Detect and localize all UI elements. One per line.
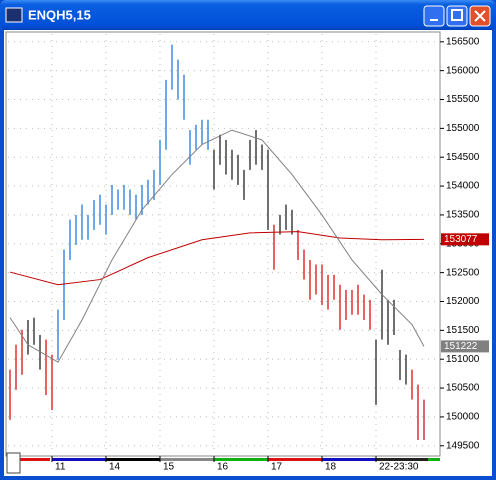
session-segment: [268, 458, 322, 461]
session-segment: [214, 458, 268, 461]
title-bar: [0, 0, 496, 30]
close-glyph: [474, 10, 486, 22]
maximize-glyph: [451, 9, 463, 21]
session-segment: [52, 458, 106, 461]
scroll-box[interactable]: [6, 452, 21, 474]
window-title: ENQH5,15: [28, 7, 91, 22]
price-tag: [441, 233, 489, 246]
session-segment: [20, 458, 50, 461]
session-segment: [106, 458, 160, 461]
window-buttons[interactable]: [423, 5, 491, 27]
x-tick-label: 11: [55, 462, 66, 473]
y-tick-label: 150000: [446, 412, 480, 423]
session-segment: [322, 458, 376, 461]
price-tag: [441, 340, 489, 353]
app-icon: [5, 7, 23, 23]
session-segment: [376, 458, 428, 461]
y-tick-label: 150500: [446, 383, 480, 394]
moving-average: [9, 129, 425, 363]
y-tick-label: 156000: [446, 65, 480, 76]
y-tick-label: 154000: [446, 181, 480, 192]
session-strip: [20, 458, 440, 461]
y-tick-label: 156500: [446, 36, 480, 47]
session-segment: [160, 458, 214, 461]
x-tick-label: 14: [109, 462, 121, 473]
price-tag-label: 153077: [444, 234, 478, 245]
x-tick-label: 17: [271, 462, 283, 473]
minimize-glyph: [430, 19, 438, 21]
price-tag-label: 151222: [444, 341, 478, 352]
x-tick-label: 18: [325, 462, 337, 473]
minimize-button[interactable]: [423, 5, 445, 27]
y-tick-label: 154500: [446, 152, 480, 163]
y-tick-label: 151500: [446, 325, 480, 336]
moving-average: [9, 231, 425, 286]
x-tick-label: 22-23:30: [379, 462, 419, 473]
x-tick-label: 15: [163, 462, 175, 473]
y-tick-label: 152000: [446, 296, 480, 307]
y-tick-label: 155000: [446, 123, 480, 134]
session-segment: [428, 458, 440, 461]
y-tick-label: 151000: [446, 354, 480, 365]
x-tick-label: 16: [217, 462, 229, 473]
y-tick-label: 153500: [446, 210, 480, 221]
chart-panel: [4, 30, 492, 476]
y-tick-label: 155500: [446, 94, 480, 105]
y-tick-label: 149500: [446, 440, 480, 451]
y-tick-label: 152500: [446, 267, 480, 278]
